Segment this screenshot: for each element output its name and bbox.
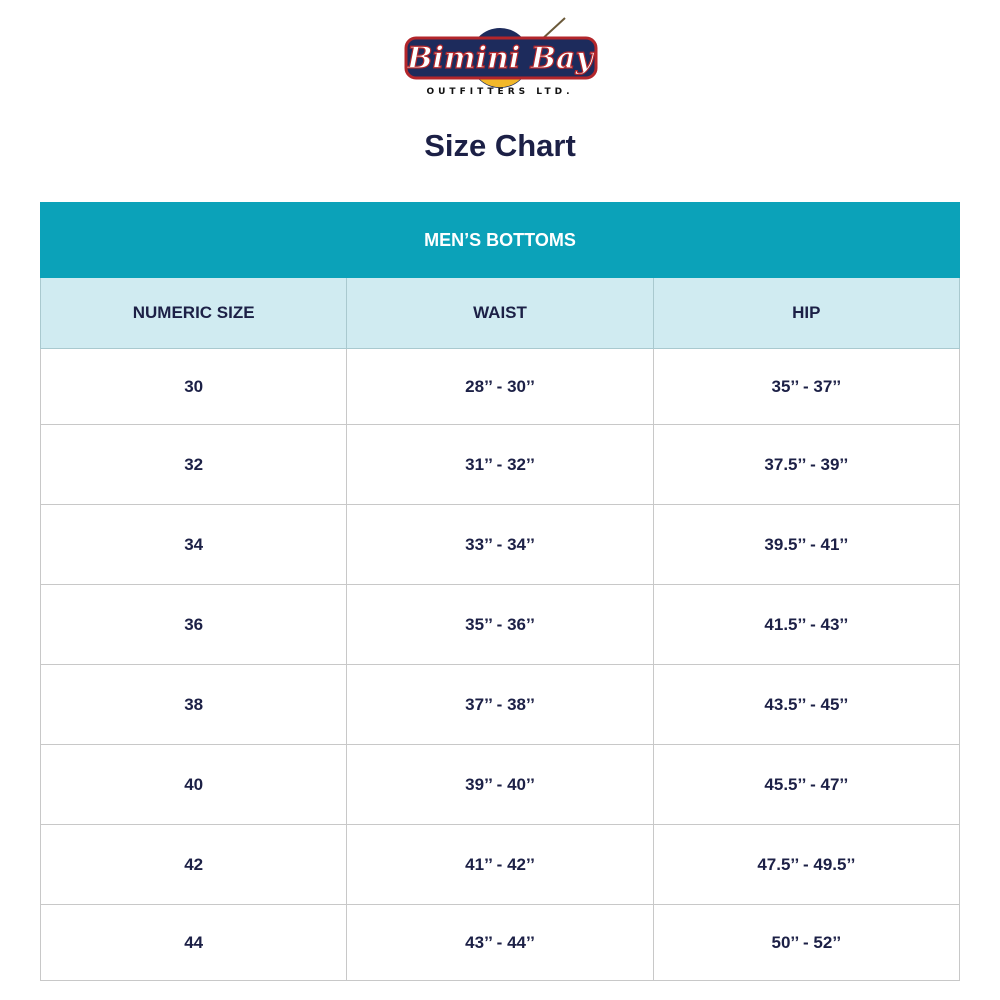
waist-cell: 41’’ - 42’’: [346, 824, 654, 905]
hip-cell: 37.5’’ - 39’’: [652, 424, 961, 505]
column-header-numeric-size: NUMERIC SIZE: [39, 277, 348, 349]
size-cell: 32: [39, 424, 348, 505]
table-row: 44 43’’ - 44’’ 50’’ - 52’’: [39, 904, 961, 981]
hip-cell: 47.5’’ - 49.5’’: [652, 824, 961, 905]
table-row: 30 28’’ - 30’’ 35’’ - 37’’: [39, 348, 961, 425]
size-cell: 38: [39, 664, 348, 745]
waist-cell: 28’’ - 30’’: [346, 348, 654, 425]
hip-cell: 35’’ - 37’’: [652, 348, 961, 425]
size-chart-table: MEN’S BOTTOMS NUMERIC SIZE WAIST HIP 30 2…: [39, 202, 961, 981]
waist-cell: 31’’ - 32’’: [346, 424, 654, 505]
size-cell: 34: [39, 504, 348, 585]
bimini-bay-logo: Bimini Bay OUTFITTERS LTD.: [404, 17, 598, 97]
table-row: 34 33’’ - 34’’ 39.5’’ - 41’’: [39, 504, 961, 585]
table-row: 38 37’’ - 38’’ 43.5’’ - 45’’: [39, 664, 961, 745]
hip-cell: 45.5’’ - 47’’: [652, 744, 961, 825]
svg-text:Bimini Bay: Bimini Bay: [406, 41, 595, 76]
table-row: 32 31’’ - 32’’ 37.5’’ - 39’’: [39, 424, 961, 505]
svg-text:OUTFITTERS LTD.: OUTFITTERS LTD.: [426, 87, 573, 97]
column-header-waist: WAIST: [346, 277, 654, 349]
column-header-hip: HIP: [652, 277, 961, 349]
table-row: 40 39’’ - 40’’ 45.5’’ - 47’’: [39, 744, 961, 825]
size-cell: 42: [39, 824, 348, 905]
size-cell: 44: [39, 904, 348, 981]
size-cell: 30: [39, 348, 348, 425]
waist-cell: 43’’ - 44’’: [346, 904, 654, 981]
waist-cell: 33’’ - 34’’: [346, 504, 654, 585]
hip-cell: 43.5’’ - 45’’: [652, 664, 961, 745]
hip-cell: 50’’ - 52’’: [652, 904, 961, 981]
size-cell: 40: [39, 744, 348, 825]
table-caption: MEN’S BOTTOMS: [40, 202, 960, 278]
waist-cell: 35’’ - 36’’: [346, 584, 654, 665]
page-title: Size Chart: [424, 128, 576, 163]
size-cell: 36: [39, 584, 348, 665]
table-row: 42 41’’ - 42’’ 47.5’’ - 49.5’’: [39, 824, 961, 905]
table-row: 36 35’’ - 36’’ 41.5’’ - 43’’: [39, 584, 961, 665]
hip-cell: 41.5’’ - 43’’: [652, 584, 961, 665]
waist-cell: 37’’ - 38’’: [346, 664, 654, 745]
hip-cell: 39.5’’ - 41’’: [652, 504, 961, 585]
waist-cell: 39’’ - 40’’: [346, 744, 654, 825]
